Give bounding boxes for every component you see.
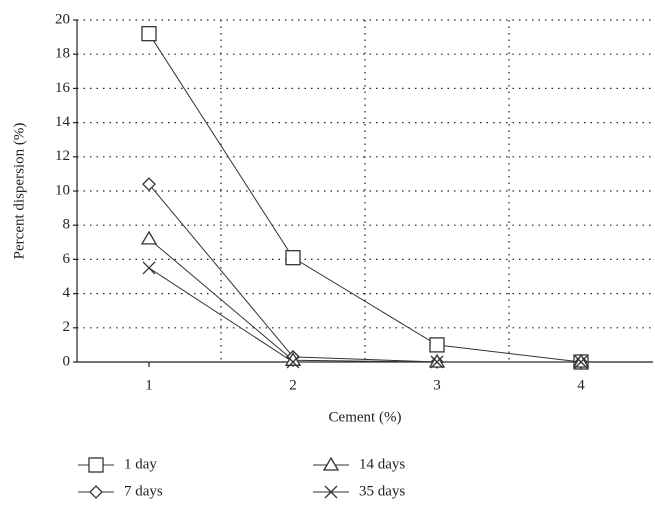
y-tick-label: 10	[55, 182, 70, 198]
x-tick-label: 2	[289, 377, 297, 393]
marker	[428, 353, 446, 368]
legend-label: 14 days	[359, 456, 405, 472]
legend-marker	[88, 457, 104, 473]
y-tick-label: 18	[55, 46, 70, 62]
x-tick-label: 3	[433, 377, 441, 393]
marker	[141, 26, 157, 42]
x-tick-label: 4	[577, 377, 585, 393]
y-axis-label: Percent dispersion (%)	[11, 123, 27, 260]
legend-label: 35 days	[359, 483, 405, 499]
legend-marker	[324, 485, 338, 499]
marker	[140, 230, 158, 245]
marker	[429, 337, 445, 353]
legend-label: 7 days	[124, 483, 163, 499]
x-tick-label: 1	[145, 377, 153, 393]
y-tick-label: 20	[55, 11, 70, 27]
y-tick-label: 8	[63, 217, 71, 233]
y-tick-label: 6	[63, 251, 71, 267]
y-tick-label: 4	[63, 285, 71, 301]
y-tick-label: 16	[55, 80, 71, 96]
legend-label: 1 day	[124, 456, 157, 472]
legend-marker	[89, 485, 103, 499]
y-tick-label: 0	[63, 353, 71, 369]
series-line	[148, 33, 582, 363]
marker	[572, 353, 590, 368]
marker	[574, 355, 588, 369]
legend-marker	[322, 456, 340, 471]
series-line	[148, 267, 581, 363]
marker	[142, 177, 156, 192]
marker	[286, 355, 300, 369]
marker	[285, 250, 301, 266]
x-axis-label: Cement (%)	[329, 409, 402, 425]
series-line	[148, 183, 581, 363]
marker	[142, 261, 156, 275]
y-tick-label: 14	[55, 114, 71, 130]
y-tick-label: 2	[63, 319, 71, 335]
marker	[430, 355, 444, 369]
y-tick-label: 12	[55, 148, 70, 164]
